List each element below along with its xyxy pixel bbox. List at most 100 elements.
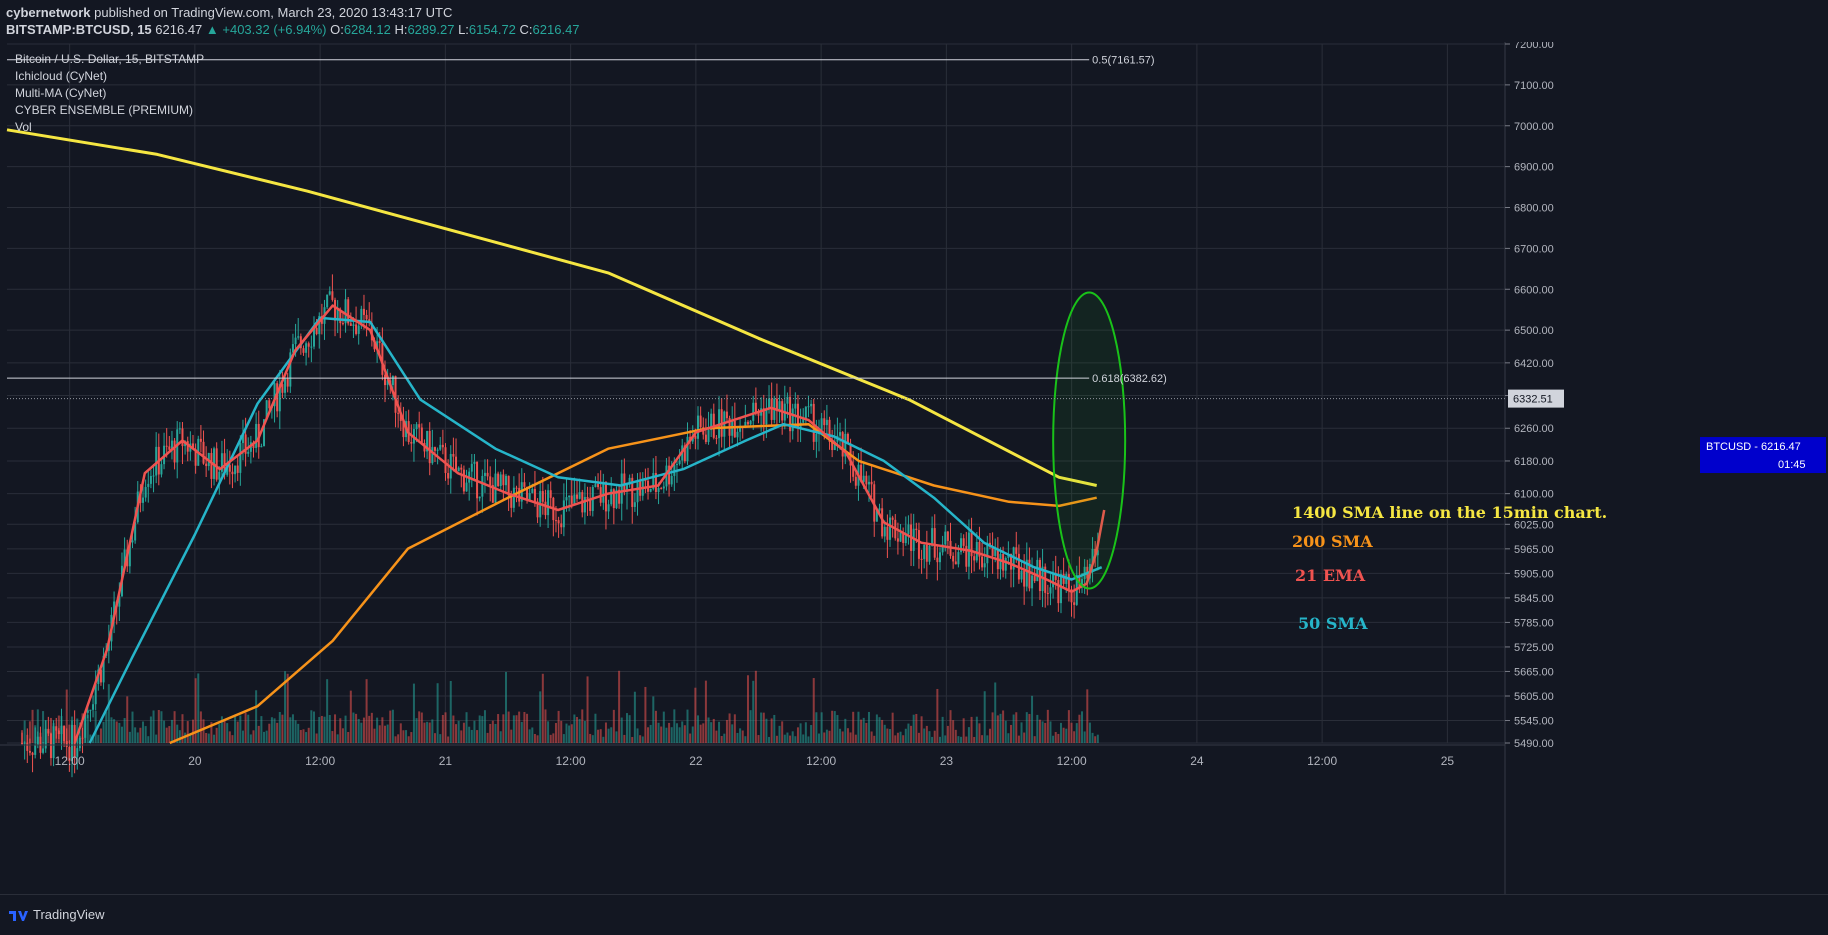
volume-bar [278,711,281,743]
candle-body [652,473,655,489]
volume-bar [115,721,118,743]
candle-body [215,448,218,480]
volume-bar [49,717,52,743]
volume-bar [176,724,179,743]
volume-bar [967,727,970,743]
volume-bar [76,718,79,743]
legend-indicator[interactable]: Vol [15,120,32,134]
volume-bar [791,731,794,743]
candle-body [460,467,463,470]
candle-body [1096,550,1099,556]
volume-bar [199,711,202,743]
volume-bar [891,712,894,743]
candle-body [852,465,855,477]
volume-bar [654,710,657,743]
volume-bar [773,714,776,743]
volume-bar [310,710,313,743]
candle-body [439,444,442,450]
candle-body [291,344,294,353]
x-tick-label: 12:00 [806,754,836,768]
footer-bar: TradingView [0,894,1828,935]
candle-body [355,324,358,334]
volume-bar [136,732,139,743]
candle-body [633,502,636,507]
tradingview-logo-icon[interactable] [8,907,28,923]
candle-body [946,531,949,541]
volume-bar [639,735,642,743]
volume-bar [210,722,213,743]
x-tick-label: 12:00 [1057,754,1087,768]
candle-body [541,491,544,502]
candle-body [697,415,700,439]
candle-body [499,474,502,486]
volume-bar [302,729,305,743]
volume-bar [28,721,31,743]
volume-bar [1002,710,1005,743]
candle-body [754,402,757,413]
x-tick-label: 21 [439,754,453,768]
volume-bar [331,731,334,743]
legend-indicator[interactable]: CYBER ENSEMBLE (PREMIUM) [15,103,194,117]
volume-bar [881,719,884,743]
volume-bar [620,717,623,743]
volume-bar [178,730,181,743]
legend-indicator[interactable]: Multi-MA (CyNet) [15,86,107,100]
volume-bar [255,690,258,743]
candle-body [49,733,52,759]
candle-body [1046,592,1049,594]
volume-bar [728,713,731,743]
candle-body [457,467,460,472]
y-tick-label: 6800.00 [1514,203,1554,215]
volume-bar [476,730,479,743]
candle-body [583,496,586,513]
volume-bar [105,711,108,743]
tradingview-brand[interactable]: TradingView [33,907,105,922]
candle-body [931,528,934,546]
volume-bar [865,722,868,743]
candle-body [310,346,313,348]
volume-bar [831,710,834,743]
candle-body [1052,574,1055,588]
volume-bar [778,725,781,743]
candle-body [917,530,920,559]
volume-bar [97,734,100,743]
candle-body [415,424,418,430]
candle-body [236,465,239,473]
candle-body [683,445,686,462]
volume-bar [836,715,839,743]
volume-bar [220,716,223,743]
y-tick-label: 5665.00 [1514,666,1554,678]
candle-body [276,383,279,412]
volume-bar [276,722,279,743]
volume-bar [583,720,586,743]
candle-body [636,481,639,503]
y-tick-label: 7100.00 [1514,80,1554,92]
candle-body [23,742,26,744]
y-tick-label: 6100.00 [1514,489,1554,501]
candle-body [510,495,513,508]
candle-body [844,433,847,457]
candle-body [889,517,892,540]
volume-bar [1046,709,1049,743]
candle-body [1049,587,1052,594]
y-tick-label: 5545.00 [1514,716,1554,728]
y-tick-label: 7200.00 [1514,39,1554,51]
candle-body [99,669,102,683]
volume-bar [523,711,526,743]
candle-body [36,736,39,746]
legend-title[interactable]: Bitcoin / U.S. Dollar, 15, BITSTAMP [15,52,205,66]
publisher-name[interactable]: cybernetwork [6,5,91,20]
volume-bar [1007,733,1010,743]
volume-bar [552,733,555,743]
volume-bar [281,714,284,743]
candle-body [675,464,678,466]
candle-body [286,378,289,387]
y-tick-label: 5905.00 [1514,568,1554,580]
legend-indicator[interactable]: Ichicloud (CyNet) [15,69,108,83]
x-tick-label: 12:00 [55,754,85,768]
candle-body [1031,575,1034,589]
candle-body [768,398,771,409]
candle-body [536,501,539,518]
volume-bar [1023,732,1026,743]
